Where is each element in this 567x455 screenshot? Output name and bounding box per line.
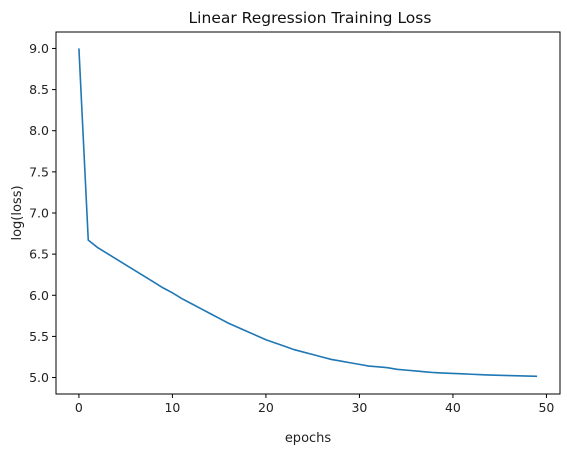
y-tick-label: 8.5 — [29, 82, 49, 97]
x-tick-label: 20 — [258, 400, 274, 415]
loss-line — [78, 48, 538, 378]
x-axis: 0 10 20 30 40 50 — [75, 394, 554, 415]
y-tick-label: 5.0 — [29, 370, 49, 385]
y-tick-label: 9.0 — [29, 41, 49, 56]
y-axis: 5.0 5.5 6.0 6.5 7.0 7.5 8.0 8.5 9.0 — [29, 41, 56, 385]
y-tick-label: 8.0 — [29, 123, 49, 138]
x-axis-label: epochs — [285, 431, 332, 446]
chart-title: Linear Regression Training Loss — [189, 9, 432, 27]
x-tick-label: 50 — [538, 400, 554, 415]
y-tick-label: 7.5 — [29, 164, 49, 179]
y-axis-label: log(loss) — [10, 185, 25, 240]
x-tick-label: 40 — [445, 400, 461, 415]
y-tick-label: 5.5 — [29, 329, 49, 344]
x-tick-label: 0 — [75, 400, 83, 415]
y-tick-label: 7.0 — [29, 206, 49, 221]
x-tick-label: 30 — [351, 400, 367, 415]
y-tick-label: 6.5 — [29, 247, 49, 262]
plot-frame — [55, 31, 561, 395]
x-tick-label: 10 — [164, 400, 180, 415]
y-tick-label: 6.0 — [29, 288, 49, 303]
